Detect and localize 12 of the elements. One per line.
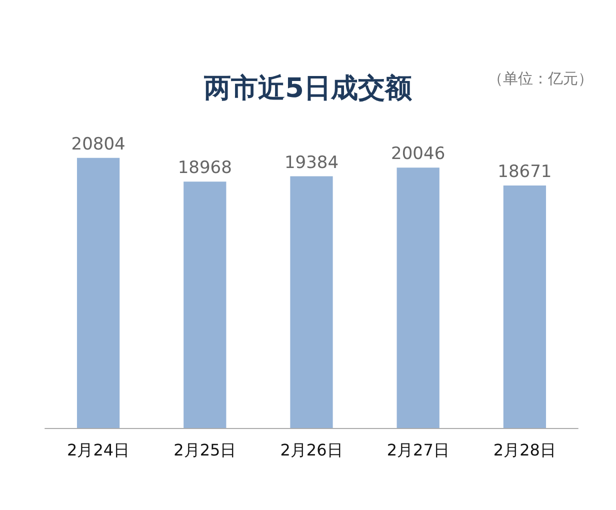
chart-title: 两市近5日成交额 (203, 73, 413, 104)
data-label: 18671 (498, 162, 552, 182)
x-tick-label: 2月27日 (386, 440, 450, 460)
text: （单位：亿元） (488, 70, 593, 88)
x-tick-label: 2月26日 (280, 440, 343, 460)
x-tick-label: 2月24日 (67, 440, 130, 460)
x-tick-label: 2月28日 (493, 440, 556, 460)
data-label: 20046 (391, 144, 446, 164)
data-label: 18968 (178, 158, 232, 178)
data-label: 19384 (284, 152, 339, 173)
data-label: 20804 (71, 134, 126, 154)
x-tick-label: 2月25日 (174, 440, 236, 460)
